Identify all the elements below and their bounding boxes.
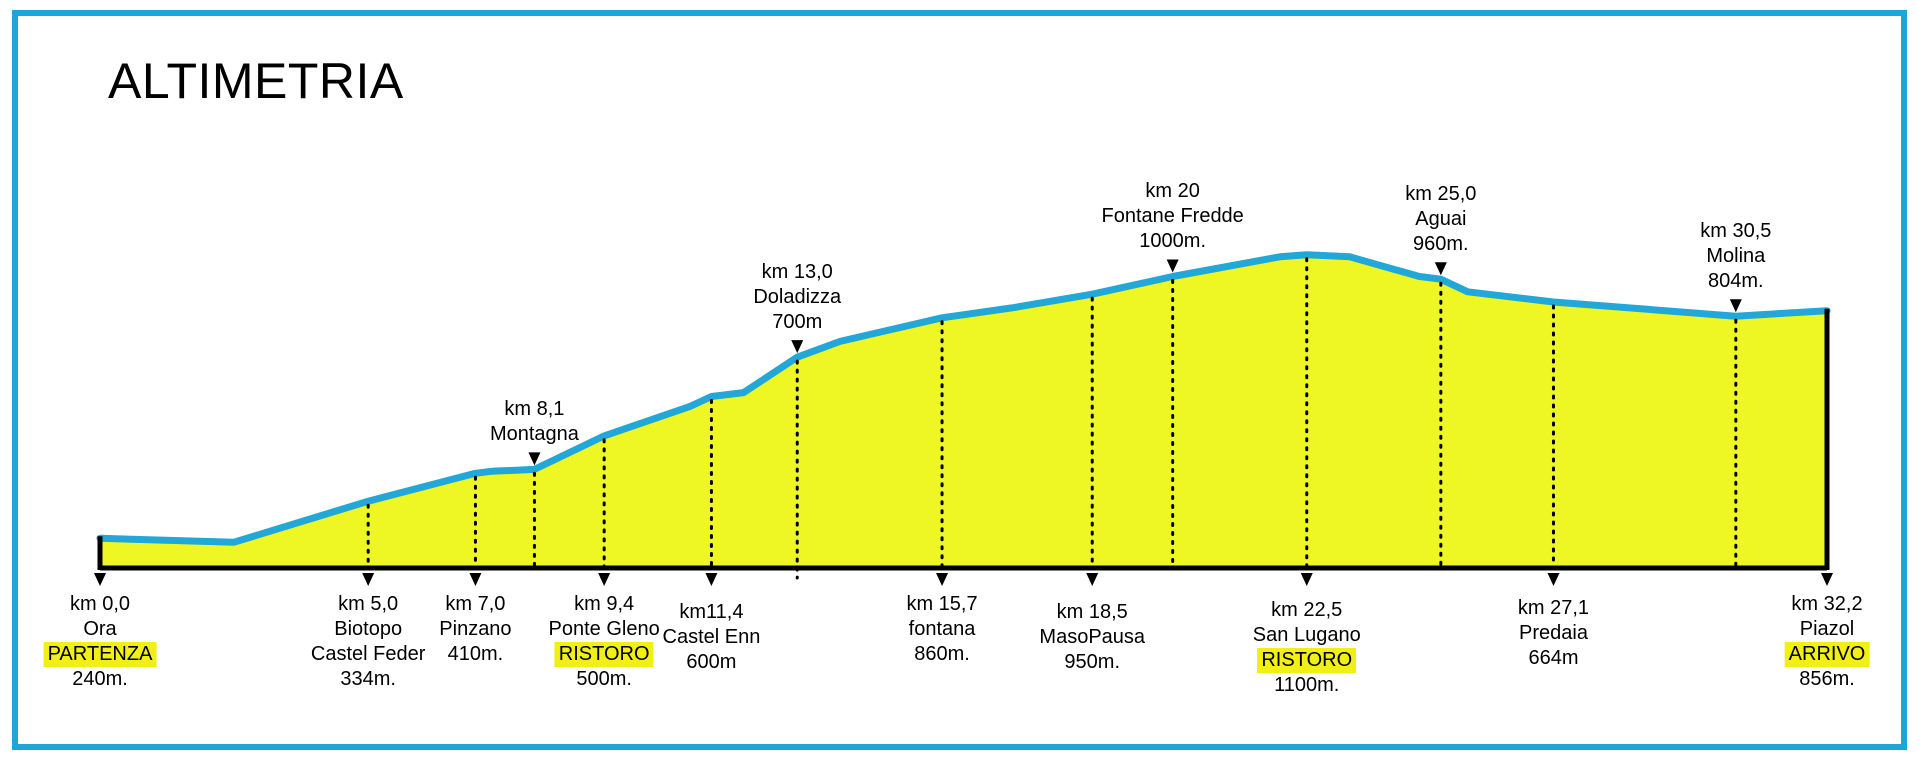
bottom-marker (1547, 573, 1560, 586)
label-tag: RISTORO (1257, 648, 1357, 673)
bottom-marker (1086, 573, 1099, 586)
label-line: km 8,1 (504, 398, 565, 421)
bottom-marker (469, 573, 482, 586)
top-marker (528, 452, 541, 466)
bottom-label-8: km 27,1 Predaia 664m (1518, 596, 1589, 671)
label-line: 950m. (1064, 651, 1121, 673)
top-marker (791, 340, 804, 354)
label-line: km 7,0 (445, 593, 506, 615)
label-line: km 5,0 (338, 593, 399, 615)
label-line: km 20 (1145, 180, 1200, 203)
label-line: 500m. (576, 668, 632, 690)
bottom-marker (94, 573, 106, 586)
label-tag: RISTORO (554, 642, 654, 667)
label-line: 860m. (914, 643, 970, 665)
label-line: 804m. (1708, 270, 1764, 293)
top-label-4: km 30,5 Molina 804m. (1700, 219, 1771, 294)
label-line: km 0,0 (69, 593, 131, 615)
label-line: 334m. (340, 668, 396, 690)
label-line: km 25,0 (1405, 183, 1477, 206)
label-line: 240m. (72, 668, 128, 690)
label-line: Molina (1706, 245, 1766, 268)
label-line: Pinzano (439, 618, 512, 640)
bottom-label-1: km 5,0 Biotopo Castel Feder 334m. (311, 592, 426, 692)
label-line: 700m (772, 311, 823, 334)
label-line: Montagna (489, 423, 579, 446)
label-line: MasoPausa (1039, 626, 1146, 648)
label-line: km 18,5 (1056, 601, 1128, 623)
top-marker (1729, 299, 1742, 313)
top-marker (1434, 262, 1447, 276)
label-line: Predaia (1519, 622, 1588, 644)
bottom-label-5: km 15,7 fontana 860m. (906, 592, 977, 667)
bottom-label-7: km 22,5 San Lugano RISTORO 1100m. (1253, 598, 1361, 698)
label-line: Biotopo (334, 618, 403, 640)
top-label-1: km 13,0 Doladizza 700m (753, 260, 841, 335)
top-label-2: km 20 Fontane Fredde 1000m. (1101, 179, 1243, 254)
bottom-marker (936, 573, 949, 586)
top-marker (1166, 259, 1179, 273)
label-line: fontana (908, 618, 976, 640)
label-line: Ora (83, 618, 117, 640)
bottom-label-9: km 32,2 Piazol ARRIVO 856m. (1784, 592, 1870, 692)
top-label-3: km 25,0 Aguai 960m. (1405, 182, 1476, 257)
label-line: Castel Enn (662, 626, 761, 648)
bottom-label-2: km 7,0 Pinzano 410m. (439, 592, 511, 667)
label-line: km 13,0 (761, 261, 833, 284)
bottom-label-4: km11,4 Castel Enn 600m (663, 600, 761, 675)
chart-frame (12, 10, 1907, 750)
label-line: 856m. (1799, 668, 1855, 690)
label-line: Piazol (1799, 618, 1855, 640)
bottom-label-6: km 18,5 MasoPausa 950m. (1039, 600, 1145, 675)
label-line: 960m. (1413, 233, 1469, 256)
profile-area (100, 254, 1827, 569)
label-line: 410m. (447, 643, 504, 665)
label-tag: PARTENZA (43, 642, 157, 667)
label-line: Ponte Gleno (548, 618, 660, 640)
label-line: Doladizza (753, 286, 842, 309)
label-line: km 32,2 (1791, 593, 1863, 615)
label-line: San Lugano (1252, 624, 1361, 646)
label-line: km 9,4 (574, 593, 635, 615)
bottom-marker (705, 573, 718, 586)
label-line: km 30,5 (1700, 220, 1772, 243)
bottom-label-0: km 0,0 Ora PARTENZA 240m. (43, 592, 157, 692)
label-line: km11,4 (679, 601, 744, 623)
label-tag: ARRIVO (1784, 642, 1870, 667)
label-line: km 22,5 (1271, 599, 1343, 621)
label-line: Aguai (1415, 208, 1467, 231)
label-line: Fontane Fredde (1101, 205, 1244, 228)
top-label-0: km 8,1 Montagna (490, 397, 579, 447)
label-line: km 27,1 (1517, 597, 1590, 619)
bottom-marker (1300, 573, 1313, 586)
bottom-marker (362, 573, 375, 586)
label-line: 600m (686, 651, 737, 673)
bottom-marker (598, 573, 611, 586)
label-line: Castel Feder (310, 643, 426, 665)
label-line: 1000m. (1139, 230, 1207, 253)
profile-line (96, 251, 1831, 546)
chart-title: ALTIMETRIA (108, 53, 404, 109)
bottom-label-3: km 9,4 Ponte Gleno RISTORO 500m. (549, 592, 660, 692)
label-line: 1100m. (1274, 674, 1340, 696)
label-line: 664m (1528, 647, 1579, 669)
bottom-marker (1821, 573, 1833, 586)
label-line: km 15,7 (906, 593, 978, 615)
